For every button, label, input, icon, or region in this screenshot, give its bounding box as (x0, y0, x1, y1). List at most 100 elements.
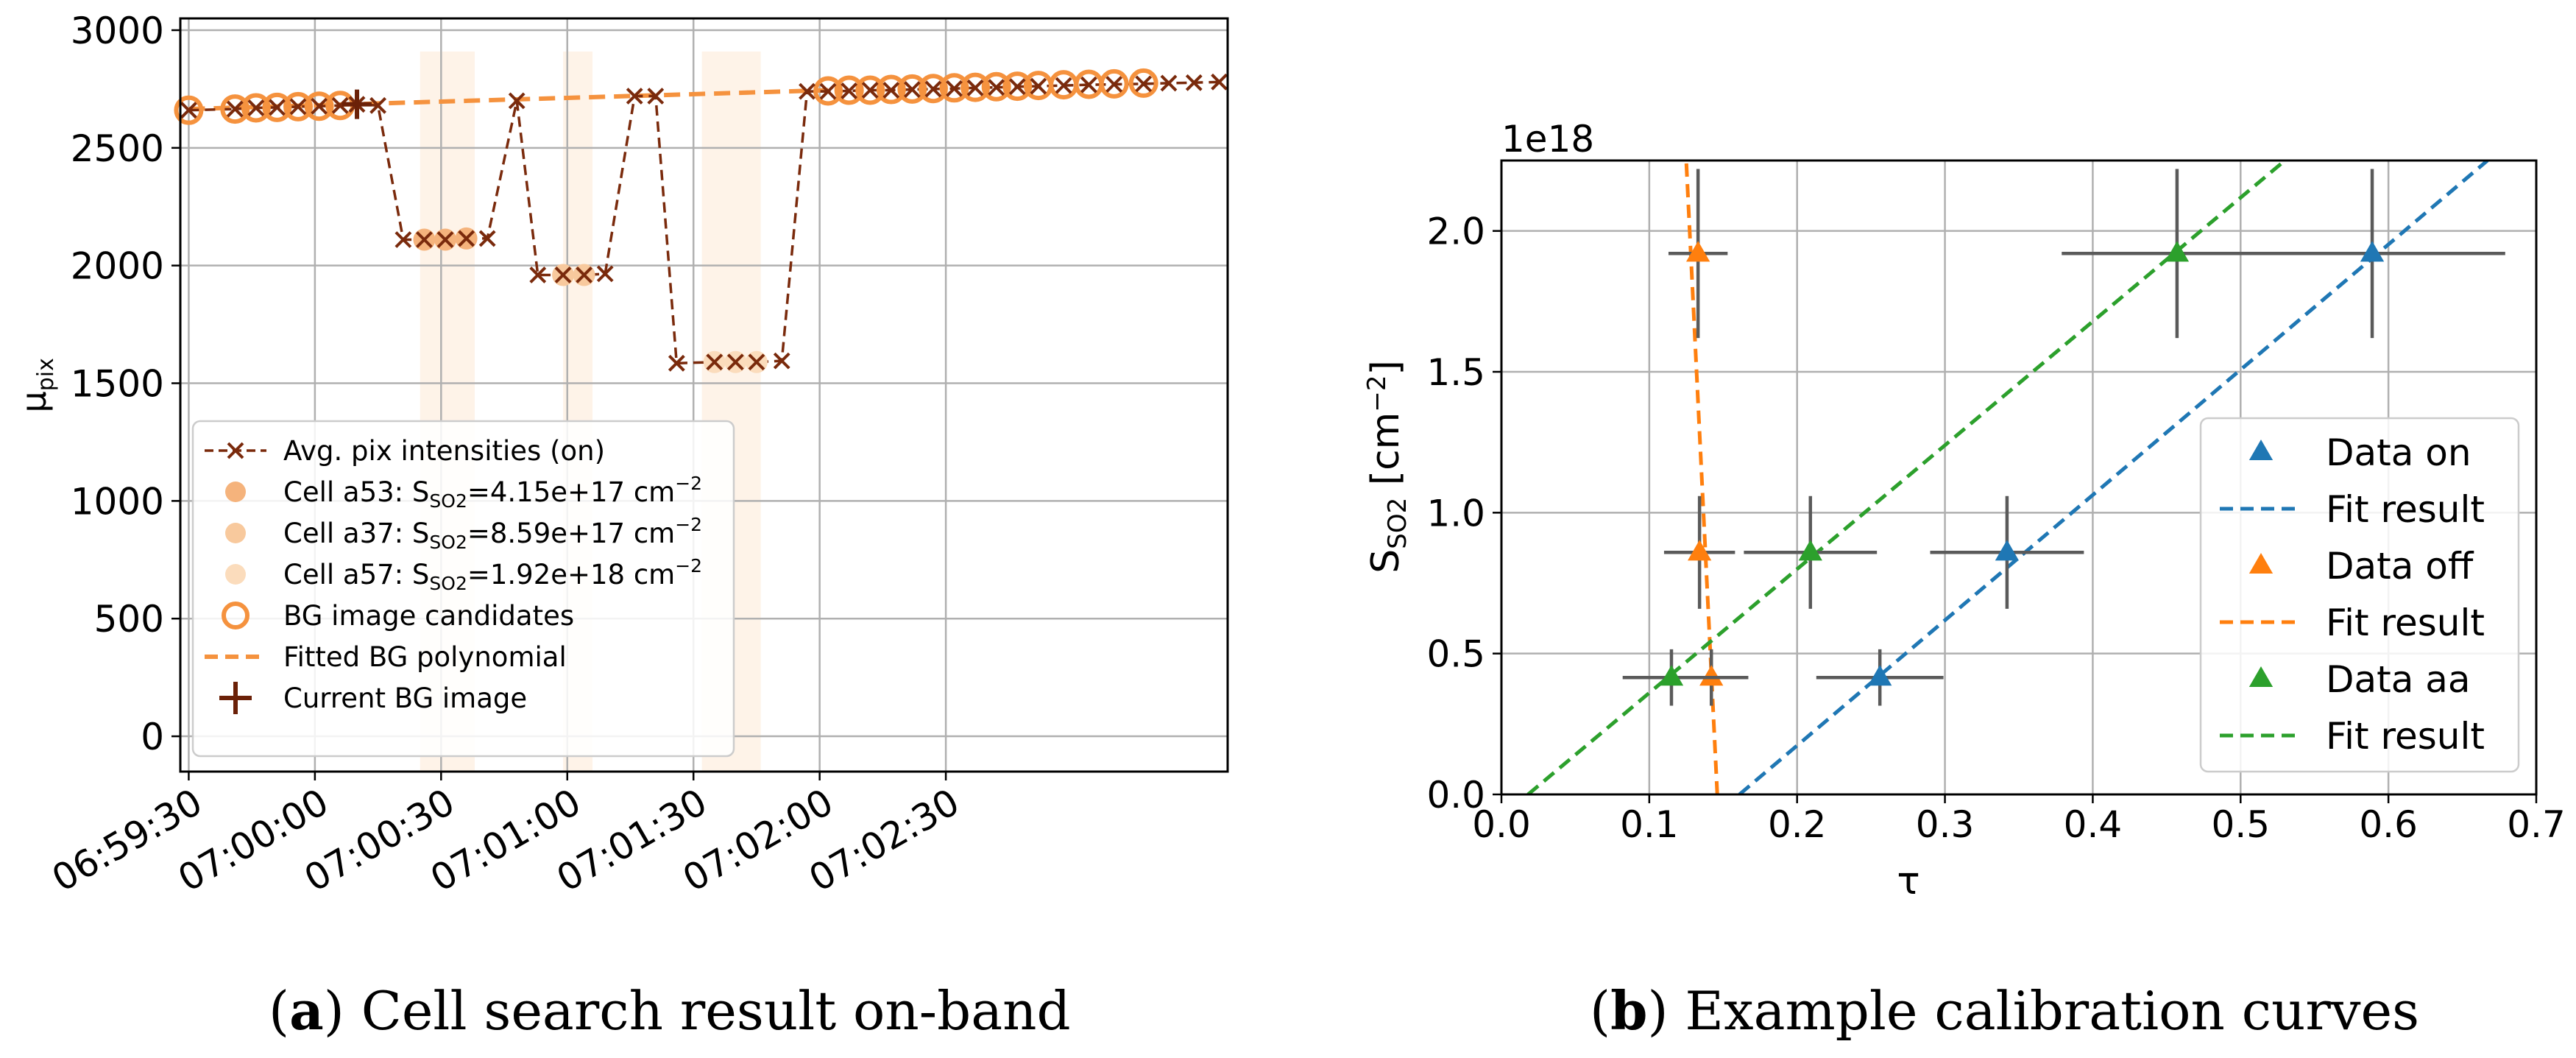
plot-area-b (1526, 161, 2505, 794)
x-tick-label-b: 0.7 (2507, 803, 2566, 846)
data-marker (1685, 241, 1710, 262)
avg-intensity-point (1135, 75, 1153, 93)
legend-handle-marker (2248, 666, 2274, 688)
x-tick-label-b: 0.4 (2064, 803, 2123, 846)
bg-candidate-marker (834, 75, 864, 105)
avg-intensity-point (394, 231, 412, 248)
x-tick-label-b: 0.5 (2212, 803, 2271, 846)
avg-intensity-point (924, 80, 942, 98)
x-tick-label-b: 0.1 (1620, 803, 1679, 846)
plot-frame-b (1500, 159, 2538, 796)
avg-intensity-point (247, 99, 265, 116)
plot-frame-a (179, 17, 1229, 773)
y-tick-label-b: 1.0 (1426, 492, 1485, 535)
avg-intensity-point (529, 267, 547, 283)
y-tick-label-b: 0.0 (1426, 774, 1485, 817)
avg-intensity-point (1105, 76, 1123, 93)
avg-intensity-point (861, 82, 879, 99)
bg-candidate-marker (876, 74, 906, 105)
bg-candidate-marker (304, 91, 334, 121)
avg-intensity-point (1080, 76, 1097, 94)
bg-candidate-marker (960, 72, 991, 102)
avg-intensity-point (1160, 74, 1178, 92)
avg-intensity-point (1055, 77, 1072, 94)
avg-intensity-point (576, 267, 593, 283)
y-tick-label-a: 500 (94, 598, 164, 641)
avg-intensity-point (706, 353, 723, 371)
avg-intensity-point (226, 100, 244, 118)
avg-intensity-point (647, 88, 665, 105)
legend-label: Cell a53: SSO2=4.15e+17 cm−2 (283, 473, 702, 512)
y-tick-label-a: 3000 (71, 10, 164, 52)
x-axis-label-b: τ (1897, 859, 1919, 903)
avg-intensity-point (436, 231, 454, 248)
y-tick-label-b: 2.0 (1426, 211, 1485, 253)
avg-intensity-point (773, 352, 790, 370)
bg-candidate-marker (1099, 68, 1129, 99)
y-tick-label-a: 1000 (71, 480, 164, 523)
avg-intensity-point (554, 267, 572, 283)
legend-label: Fit result (2326, 602, 2485, 644)
data-marker (1699, 665, 1724, 686)
avg-intensity-point (841, 82, 858, 99)
data-marker (1687, 540, 1712, 561)
legend-label: Fit result (2326, 488, 2485, 531)
bg-candidate-marker (262, 92, 292, 122)
bg-candidate-marker (174, 95, 204, 125)
data-marker (1868, 665, 1892, 686)
x-tick-label-b: 0.2 (1768, 803, 1827, 846)
legend-handle-marker (2248, 553, 2274, 574)
bg-candidate-marker (813, 76, 843, 106)
avg-intensity-point (988, 79, 1005, 96)
y-axis-label-a: μpix (14, 358, 59, 412)
legend-label: Data off (2326, 545, 2474, 588)
avg-intensity-point (416, 231, 433, 248)
legend-b: Data on Fit result Data off Fit result Data … (2199, 417, 2520, 773)
avg-intensity-point (269, 99, 286, 116)
caption-a: (a) Cell search result on-band (269, 979, 1071, 1042)
legend-label: Data aa (2326, 658, 2471, 701)
avg-intensity-point (882, 82, 900, 99)
avg-intensity-point (369, 96, 387, 114)
chart-a-cell-search: 05001000150020002500300006:59:3007:00:00… (14, 10, 1229, 900)
avg-intensity-point (1008, 78, 1026, 96)
y-tick-label-a: 2000 (71, 245, 164, 288)
current-bg-marker (342, 89, 372, 119)
legend-a: Avg. pix intensities (on) Cell a53: SSO2=… (191, 420, 735, 758)
bg-candidate-marker (897, 74, 927, 104)
bg-candidate-marker (918, 74, 948, 104)
legend-label: Fitted BG polynomial (283, 641, 567, 673)
avg-intensity-point (799, 82, 815, 100)
bg-candidate-marker (220, 94, 250, 124)
legend-handle-x (227, 442, 244, 459)
avg-intensity-point (596, 265, 614, 283)
legend-handle-dot (225, 482, 246, 502)
bg-candidate-marker (1002, 71, 1033, 102)
legend-label: Fit result (2326, 715, 2485, 758)
data-marker (2360, 241, 2385, 262)
avg-intensity-point (180, 102, 197, 119)
x-tick-label-b: 0.0 (1472, 803, 1531, 846)
y-tick-label-b: 1.5 (1426, 351, 1485, 394)
avg-intensity-point (1030, 77, 1047, 95)
avg-intensity-point (1211, 73, 1228, 91)
avg-intensity-point (903, 81, 921, 98)
data-marker (2165, 241, 2190, 262)
bg-candidate-marker (283, 91, 314, 121)
avg-intensity-point (311, 97, 328, 115)
data-marker (1995, 540, 2020, 561)
bg-candidate-marker (1128, 68, 1158, 98)
legend-handle-dot (225, 523, 246, 543)
legend-label: Data on (2326, 431, 2471, 474)
chart-b-calibration: 0.0 0.1 0.2 0.3 0.4 0.5 0.6 0.7 0.0 0.5 1.0 1.5 2.0 1… (1362, 118, 2566, 903)
avg-intensity-point (458, 230, 475, 247)
avg-intensity-point (966, 79, 984, 96)
avg-intensity-point (1185, 74, 1203, 91)
avg-intensity-point (331, 96, 349, 114)
legend-label: Avg. pix intensities (on) (283, 435, 605, 467)
avg-intensity-point (748, 353, 765, 371)
avg-intensity-point (726, 353, 744, 371)
legend-handle-ring (222, 602, 250, 629)
legend-label: Cell a57: SSO2=1.92e+18 cm−2 (283, 555, 702, 594)
